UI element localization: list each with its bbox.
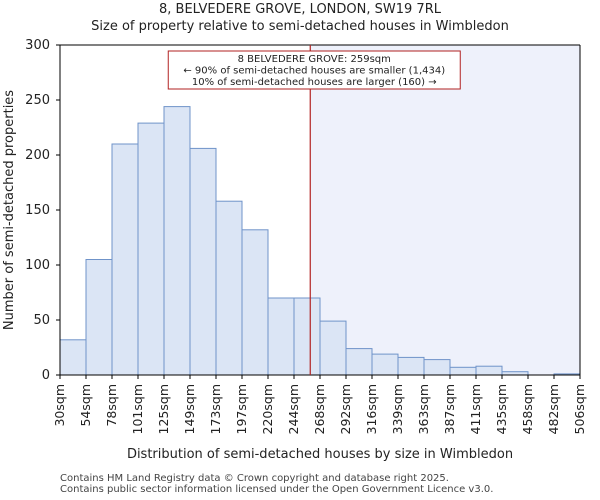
y-tick-label: 200 xyxy=(25,148,50,163)
y-tick-label: 0 xyxy=(42,368,50,383)
histogram-bar xyxy=(423,359,451,376)
x-tick-label: 30sqm xyxy=(52,384,67,427)
histogram-bar xyxy=(241,229,269,376)
x-tick-label: 54sqm xyxy=(78,384,93,427)
x-tick-label: 387sqm xyxy=(442,384,457,434)
x-tick-label: 339sqm xyxy=(390,384,405,434)
x-tick-label: 149sqm xyxy=(182,384,197,434)
histogram-bar xyxy=(163,106,191,376)
histogram-bar xyxy=(111,143,139,376)
histogram-bar xyxy=(475,365,503,376)
histogram-bar xyxy=(293,297,321,376)
x-tick-label: 125sqm xyxy=(156,384,171,434)
histogram-bar xyxy=(371,353,399,376)
histogram-chart: 0 50 100 150 200 250 300 30sqm 54sqm 78sqm 101sqm 1… xyxy=(2,38,587,462)
annotation-line: 8 BELVEDERE GROVE: 259sqm xyxy=(238,54,391,65)
x-tick-label: 435sqm xyxy=(494,384,509,434)
x-tick-label: 78sqm xyxy=(104,384,119,427)
x-tick-label: 244sqm xyxy=(286,384,301,434)
x-tick-label: 101sqm xyxy=(130,384,145,434)
larger-region-shade xyxy=(310,45,580,375)
histogram-bar xyxy=(319,320,347,376)
histogram-bar xyxy=(449,366,477,376)
histogram-bar xyxy=(267,297,295,376)
y-tick-label: 250 xyxy=(25,93,50,108)
x-tick-label: 197sqm xyxy=(234,384,249,434)
x-tick-label: 316sqm xyxy=(364,384,379,434)
annotation-line: 10% of semi-detached houses are larger (… xyxy=(192,77,437,88)
attribution-land-registry: Contains HM Land Registry data © Crown c… xyxy=(60,473,449,484)
histogram-bar xyxy=(137,122,165,376)
histogram-bar xyxy=(345,348,373,376)
histogram-bar xyxy=(59,339,87,376)
chart-subtitle: Size of property relative to semi-detach… xyxy=(91,19,509,34)
attribution-ogl: Contains public sector information licen… xyxy=(60,484,494,495)
x-tick-label: 220sqm xyxy=(260,384,275,434)
y-tick-label: 150 xyxy=(25,203,50,218)
x-tick-label: 482sqm xyxy=(546,384,561,434)
y-tick-label: 50 xyxy=(33,313,50,328)
histogram-bar xyxy=(85,259,113,376)
chart-title: 8, BELVEDERE GROVE, LONDON, SW19 7RL xyxy=(159,2,441,17)
x-axis-title: Distribution of semi-detached houses by … xyxy=(127,447,513,462)
x-tick-label: 292sqm xyxy=(338,384,353,434)
histogram-bar xyxy=(215,200,243,376)
y-tick-label: 100 xyxy=(25,258,50,273)
histogram-bar xyxy=(189,147,217,376)
histogram-bar xyxy=(397,356,425,376)
annotation-line: ← 90% of semi-detached houses are smalle… xyxy=(183,66,445,77)
x-tick-label: 173sqm xyxy=(208,384,223,434)
annotation-box xyxy=(167,50,461,90)
x-tick-label: 411sqm xyxy=(468,384,483,434)
x-tick-label: 458sqm xyxy=(520,384,535,434)
y-axis-title: Number of semi-detached properties xyxy=(2,90,17,330)
x-tick-label: 363sqm xyxy=(416,384,431,434)
x-tick-label: 506sqm xyxy=(572,384,587,434)
x-tick-label: 268sqm xyxy=(312,384,327,434)
y-tick-label: 300 xyxy=(25,38,50,53)
